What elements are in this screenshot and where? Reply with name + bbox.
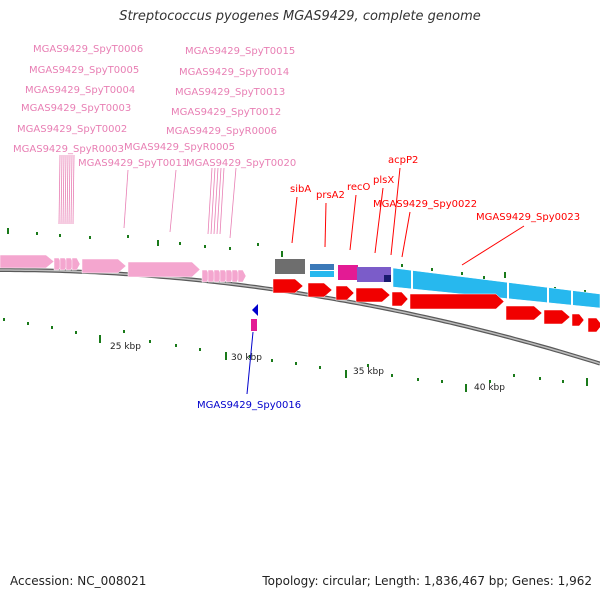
misc-feature xyxy=(275,259,305,274)
trna-label: MGAS9429_SpyT0013 xyxy=(175,87,285,98)
reverse-feature xyxy=(251,319,257,331)
cds-feature-red xyxy=(335,285,355,301)
trna-label-line xyxy=(123,169,129,229)
scale-label: 35 kbp xyxy=(353,367,384,377)
cds-feature-red xyxy=(307,282,333,298)
trna-label: MGAS9429_SpyT0014 xyxy=(179,67,289,78)
trna-label-line xyxy=(62,154,65,225)
gene-label-line xyxy=(374,187,384,254)
cds-feature-red xyxy=(571,313,585,327)
trna-label-line xyxy=(66,154,69,225)
reverse-feature-arrow xyxy=(252,304,258,316)
reverse-label-line xyxy=(246,331,254,395)
cds-feature-red xyxy=(543,309,571,325)
trna-label: MGAS9429_SpyT0005 xyxy=(29,65,139,76)
cds-feature-red xyxy=(355,287,391,303)
cds-feature-cyan xyxy=(310,271,334,277)
gene-label-line xyxy=(324,202,327,248)
gene-label: acpP2 xyxy=(388,155,418,166)
trna-label-line xyxy=(70,154,73,225)
trna-label: MGAS9429_SpyR0005 xyxy=(124,142,235,153)
trna-label: MGAS9429_SpyT0015 xyxy=(185,46,295,57)
trna-label-line xyxy=(60,154,63,225)
gene-label: recO xyxy=(347,182,371,193)
cds-feature-magenta xyxy=(338,265,358,280)
trna-label-line xyxy=(216,167,222,235)
trna-feature xyxy=(81,258,127,274)
trna-label: MGAS9429_SpyT0020 xyxy=(186,158,296,169)
gene-label-line xyxy=(390,167,401,256)
trna-label: MGAS9429_SpyT0003 xyxy=(21,103,131,114)
trna-feature xyxy=(237,269,247,283)
trna-feature xyxy=(0,254,55,269)
trna-label-line xyxy=(58,154,61,225)
gene-label: prsA2 xyxy=(316,190,345,201)
cds-feature-red xyxy=(409,293,505,310)
trna-label-line xyxy=(68,154,71,225)
accession-label: Accession: NC_008021 xyxy=(10,574,147,588)
scale-label: 30 kbp xyxy=(231,353,262,363)
gene-label-line xyxy=(401,211,411,258)
gene-label-line xyxy=(349,194,357,251)
trna-label: MGAS9429_SpyT0012 xyxy=(171,107,281,118)
cds-feature-red xyxy=(272,278,304,294)
gene-label: MGAS9429_Spy0023 xyxy=(476,212,580,223)
gene-label-line xyxy=(461,225,525,266)
trna-label-line xyxy=(207,167,213,235)
cds-feature-red xyxy=(587,317,600,333)
cds-feature-red xyxy=(505,305,543,321)
trna-label-line xyxy=(219,167,225,235)
genome-stats-label: Topology: circular; Length: 1,836,467 bp… xyxy=(262,574,592,588)
trna-label-line xyxy=(213,167,219,235)
trna-label-line xyxy=(169,169,177,233)
trna-label: MGAS9429_SpyR0006 xyxy=(166,126,277,137)
misc-feature-thin xyxy=(310,264,334,270)
trna-feature xyxy=(71,257,81,271)
trna-label: MGAS9429_SpyT0011 xyxy=(78,158,188,169)
reverse-gene-label: MGAS9429_Spy0016 xyxy=(197,400,301,411)
gene-label: sibA xyxy=(290,184,311,195)
map-title: Streptococcus pyogenes MGAS9429, complet… xyxy=(119,9,481,24)
trna-label: MGAS9429_SpyT0006 xyxy=(33,44,143,55)
gene-label: plsX xyxy=(373,175,394,186)
trna-label: MGAS9429_SpyR0003 xyxy=(13,144,124,155)
cds-feature-navy xyxy=(384,275,391,282)
trna-label: MGAS9429_SpyT0002 xyxy=(17,124,127,135)
cds-feature-red xyxy=(391,291,409,307)
trna-label: MGAS9429_SpyT0004 xyxy=(25,85,135,96)
trna-label-line xyxy=(64,154,67,225)
gene-label: MGAS9429_Spy0022 xyxy=(373,199,477,210)
gene-label-line xyxy=(291,196,298,244)
scale-label: 40 kbp xyxy=(474,383,505,393)
trna-feature xyxy=(127,261,201,278)
trna-label-line xyxy=(210,167,216,235)
cds-feature-purple xyxy=(357,267,391,282)
scale-label: 25 kbp xyxy=(110,342,141,352)
trna-label-line xyxy=(229,167,237,239)
trna-label-line xyxy=(72,154,75,225)
